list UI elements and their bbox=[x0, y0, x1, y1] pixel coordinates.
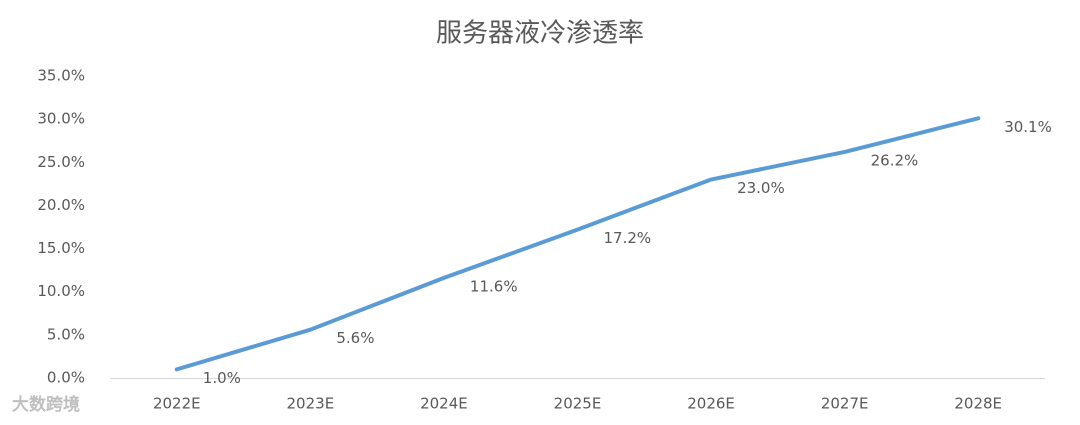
y-tick-label: 10.0% bbox=[37, 282, 85, 300]
data-label: 1.0% bbox=[203, 369, 241, 387]
data-label: 23.0% bbox=[737, 179, 785, 197]
data-label: 26.2% bbox=[871, 151, 919, 169]
x-tick-label: 2028E bbox=[954, 395, 1002, 413]
x-tick-label: 2023E bbox=[287, 395, 335, 413]
y-tick-label: 0.0% bbox=[47, 369, 85, 387]
y-tick-label: 35.0% bbox=[37, 67, 85, 85]
y-tick-label: 20.0% bbox=[37, 196, 85, 214]
x-tick-label: 2026E bbox=[687, 395, 735, 413]
watermark: 大数跨境 bbox=[12, 394, 80, 415]
x-tick-label: 2022E bbox=[153, 395, 201, 413]
x-tick-label: 2027E bbox=[821, 395, 869, 413]
line bbox=[174, 116, 981, 372]
data-label: 17.2% bbox=[604, 229, 652, 247]
data-label: 30.1% bbox=[1004, 118, 1052, 136]
y-tick-label: 15.0% bbox=[37, 239, 85, 257]
data-label: 5.6% bbox=[336, 329, 374, 347]
x-tick-label: 2024E bbox=[420, 395, 468, 413]
chart-title: 服务器液冷渗透率 bbox=[436, 19, 644, 49]
data-label: 11.6% bbox=[470, 277, 518, 295]
y-tick-label: 25.0% bbox=[37, 153, 85, 171]
y-tick-label: 5.0% bbox=[47, 325, 85, 343]
x-tick-label: 2025E bbox=[554, 395, 602, 413]
y-tick-label: 30.0% bbox=[37, 110, 85, 128]
